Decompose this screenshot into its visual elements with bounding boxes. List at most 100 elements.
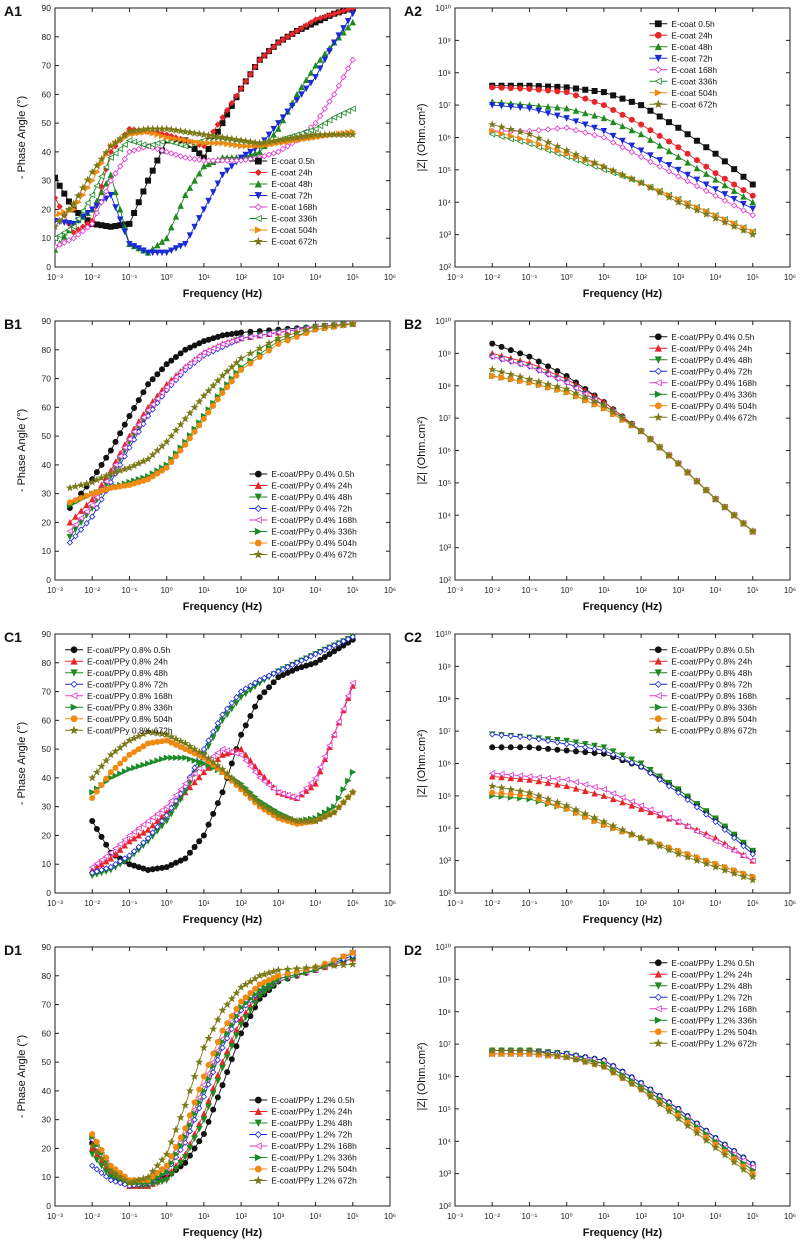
legend-item: E-coat 168h xyxy=(249,202,317,212)
data-point xyxy=(656,163,663,170)
legend-label: E-coat/PPy 0.8% 672h xyxy=(87,725,173,735)
data-point xyxy=(344,23,352,31)
legend-marker xyxy=(254,516,262,524)
data-point xyxy=(219,789,226,796)
y-tick-label: 10⁵ xyxy=(438,791,451,801)
data-point xyxy=(65,220,73,227)
legend-marker xyxy=(654,66,662,74)
data-point xyxy=(289,102,296,110)
data-point xyxy=(270,125,277,133)
data-point xyxy=(214,1077,222,1085)
data-point xyxy=(637,802,645,809)
data-point xyxy=(98,199,105,206)
data-point xyxy=(647,107,654,114)
data-point xyxy=(516,1046,525,1055)
data-point xyxy=(488,120,497,129)
data-point xyxy=(223,1054,231,1061)
data-point xyxy=(563,153,570,161)
data-point xyxy=(107,863,114,871)
data-point xyxy=(135,199,142,206)
data-point xyxy=(293,659,301,666)
legend-item: E-coat/PPy 1.2% 48h xyxy=(649,981,752,991)
data-point xyxy=(288,815,297,824)
data-point xyxy=(591,112,598,119)
data-point xyxy=(191,757,199,764)
x-tick-label: 10⁻³ xyxy=(447,899,463,908)
data-point xyxy=(489,789,496,796)
x-tick-label: 10⁶ xyxy=(384,899,396,908)
data-point xyxy=(590,1060,599,1068)
data-point xyxy=(205,737,212,744)
legend-label: E-coat/PPy 0.4% 504h xyxy=(671,401,757,411)
data-point xyxy=(140,188,147,195)
x-tick-label: 10⁵ xyxy=(347,273,359,282)
data-point xyxy=(247,328,254,335)
data-point xyxy=(312,780,319,787)
data-point xyxy=(56,203,63,210)
data-point xyxy=(78,495,85,501)
data-point xyxy=(149,167,156,174)
data-point xyxy=(177,754,185,761)
data-point xyxy=(739,1165,748,1174)
data-point xyxy=(349,634,356,641)
legend-item: E-coat/PPy 1.2% 72h xyxy=(649,992,752,1002)
data-point xyxy=(599,401,609,409)
data-point xyxy=(195,129,204,138)
series-8 xyxy=(488,781,757,884)
data-point xyxy=(348,788,357,796)
data-point xyxy=(149,829,156,836)
data-point xyxy=(93,860,100,867)
data-point xyxy=(610,139,617,146)
data-point xyxy=(721,191,729,198)
y-tick-label: 10³ xyxy=(439,856,451,866)
data-point xyxy=(740,173,747,180)
data-point xyxy=(93,788,100,795)
plot-area xyxy=(65,321,357,546)
legend-label: E-coat/PPy 1.2% 72h xyxy=(271,1130,352,1140)
data-point xyxy=(171,1125,181,1134)
data-point xyxy=(158,147,166,154)
data-point xyxy=(572,127,580,134)
data-point xyxy=(535,107,542,115)
data-point xyxy=(205,197,212,205)
y-tick-label: 10⁷ xyxy=(438,726,451,736)
data-point xyxy=(275,148,282,156)
data-point xyxy=(102,163,110,171)
data-point xyxy=(111,467,120,476)
x-tick-label: 10⁻² xyxy=(484,899,500,908)
data-point xyxy=(77,514,85,522)
data-point xyxy=(600,102,607,109)
series-5 xyxy=(488,769,756,864)
plot-area xyxy=(88,949,357,1190)
data-point xyxy=(145,476,152,483)
data-point xyxy=(126,751,133,758)
data-point xyxy=(748,527,757,535)
legend-marker xyxy=(654,89,663,97)
data-point xyxy=(196,139,203,146)
data-point xyxy=(251,762,259,770)
data-point xyxy=(261,153,268,160)
y-tick-label: 10⁷ xyxy=(438,100,451,110)
data-point xyxy=(72,526,79,534)
x-axis-label: Frequency (Hz) xyxy=(183,601,263,613)
data-point xyxy=(144,249,152,257)
data-point xyxy=(116,163,124,170)
y-tick-label: 70 xyxy=(42,1000,52,1010)
data-point xyxy=(628,98,635,105)
data-point xyxy=(610,751,617,758)
data-point xyxy=(250,138,260,147)
data-point xyxy=(731,202,738,209)
data-point xyxy=(98,188,105,196)
legend-marker xyxy=(254,1165,262,1173)
data-point xyxy=(130,828,138,836)
y-tick-label: 50 xyxy=(42,118,52,128)
data-point xyxy=(135,843,142,851)
data-point xyxy=(88,191,96,199)
y-tick-label: 10 xyxy=(42,859,52,869)
data-point xyxy=(349,18,357,26)
data-point xyxy=(321,753,328,760)
data-point xyxy=(112,1178,119,1185)
